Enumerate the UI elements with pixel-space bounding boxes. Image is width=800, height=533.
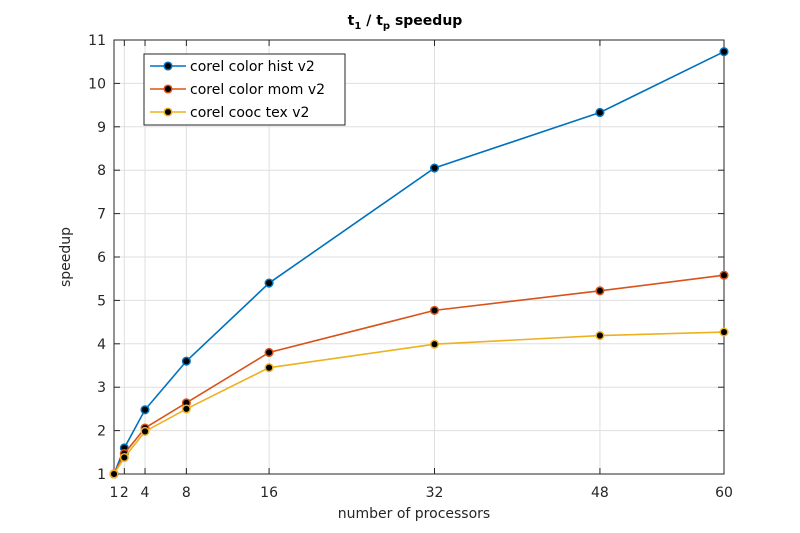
y-tick-label: 11 xyxy=(88,33,106,49)
legend: corel color hist v2 corel color mom v2 cor… xyxy=(143,53,346,126)
data-point xyxy=(429,163,440,173)
legend-marker xyxy=(163,107,173,117)
y-tick-label: 10 xyxy=(88,76,106,92)
chart-title: t1 / tp speedup xyxy=(348,13,463,32)
data-point xyxy=(429,305,440,315)
data-point xyxy=(719,327,729,337)
y-tick-label: 2 xyxy=(97,424,106,440)
series-line xyxy=(113,331,725,475)
series-line xyxy=(113,50,725,475)
data-point xyxy=(109,469,119,479)
x-axis-label: number of processors xyxy=(338,506,490,522)
x-tick-label: 4 xyxy=(141,485,150,501)
x-tick-label: 60 xyxy=(715,485,733,501)
data-point xyxy=(595,331,605,341)
data-point xyxy=(181,404,191,414)
y-tick-label: 6 xyxy=(97,250,106,266)
y-axis-label: speedup xyxy=(58,227,74,287)
x-tick-label: 1 xyxy=(110,485,119,501)
legend-item: corel color hist v2 xyxy=(150,59,315,75)
data-point xyxy=(429,339,440,349)
legend-item: corel cooc tex v2 xyxy=(150,105,309,121)
series-corel-cooc-tex-v2 xyxy=(109,327,729,479)
series-corel-color-mom-v2 xyxy=(109,270,729,479)
x-tick-label: 8 xyxy=(182,485,191,501)
y-tick-label: 4 xyxy=(97,337,106,353)
x-tick-label: 32 xyxy=(426,485,444,501)
legend-marker xyxy=(163,84,173,94)
y-tick-label: 3 xyxy=(97,380,106,396)
legend-item: corel color mom v2 xyxy=(150,82,325,98)
data-point xyxy=(264,347,274,358)
data-point xyxy=(264,278,274,288)
y-tick-label: 7 xyxy=(97,207,106,223)
data-point xyxy=(140,426,150,437)
y-tick-label: 5 xyxy=(97,293,106,309)
y-tick-label: 1 xyxy=(97,467,106,483)
x-tick-label: 48 xyxy=(591,485,609,501)
legend-label: corel cooc tex v2 xyxy=(190,105,309,121)
data-point xyxy=(719,270,729,280)
series-layer xyxy=(109,47,729,479)
data-point xyxy=(181,356,191,366)
series-line xyxy=(113,274,725,475)
y-tick-label: 8 xyxy=(97,163,106,179)
data-point xyxy=(264,363,274,373)
data-point xyxy=(719,47,729,57)
data-point xyxy=(140,405,150,415)
legend-label: corel color mom v2 xyxy=(190,82,325,98)
data-point xyxy=(119,452,129,463)
x-tick-label: 2 xyxy=(120,485,129,501)
grid xyxy=(113,39,725,475)
x-tick-label: 16 xyxy=(260,485,278,501)
y-tick-label: 9 xyxy=(97,120,106,136)
legend-marker xyxy=(163,61,173,71)
data-point xyxy=(595,107,605,118)
legend-label: corel color hist v2 xyxy=(190,59,315,75)
data-point xyxy=(595,286,605,296)
